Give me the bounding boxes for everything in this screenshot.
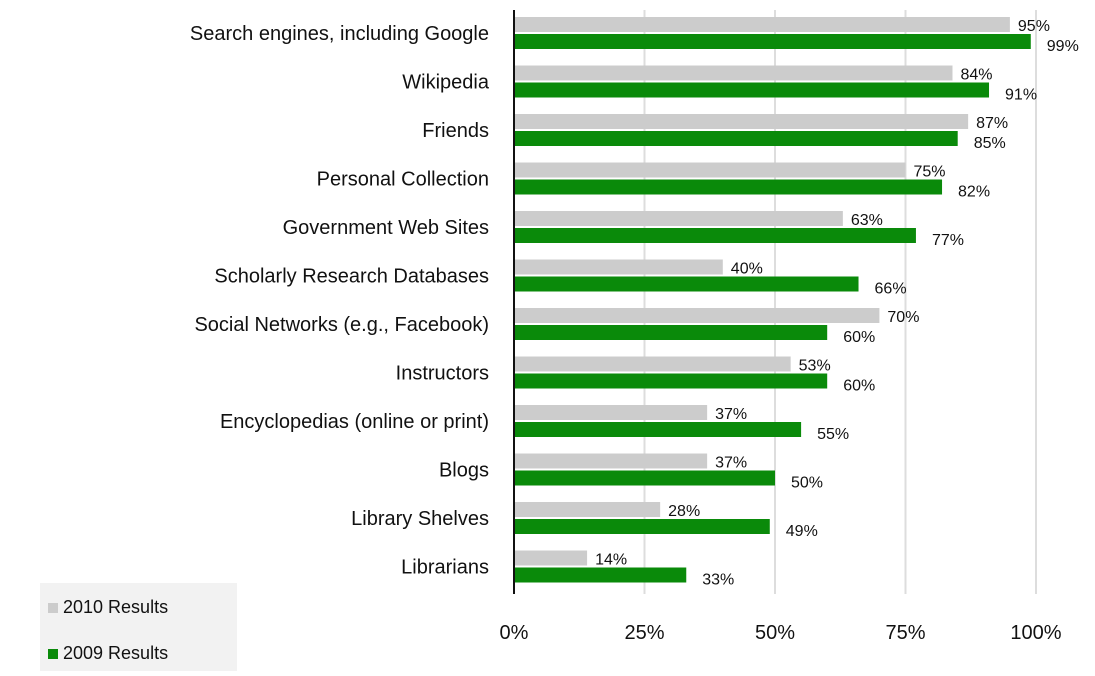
data-label-2010: 63% [851, 212, 883, 229]
category-label: Personal Collection [317, 169, 489, 191]
category-label: Encyclopedias (online or print) [220, 411, 489, 433]
bar-2010 [514, 65, 953, 81]
category-label: Instructors [396, 363, 489, 385]
bar-2009 [514, 131, 958, 146]
data-label-2010: 40% [731, 261, 763, 278]
bar-2010 [514, 502, 661, 517]
category-label: Social Networks (e.g., Facebook) [194, 314, 489, 336]
x-tick-label: 50% [755, 622, 795, 644]
x-tick-label: 25% [624, 622, 664, 644]
bar-2010 [514, 259, 723, 275]
data-label-2009: 82% [958, 184, 990, 201]
legend-swatch-2010 [48, 602, 58, 613]
bar-2010 [514, 356, 791, 372]
category-label: Search engines, including Google [190, 23, 489, 45]
legend-item-2009: 2009 Results [48, 643, 168, 664]
data-label-2010: 53% [799, 358, 831, 375]
bar-2010 [514, 162, 906, 178]
bar-2010 [514, 453, 708, 469]
bar-2010 [514, 550, 588, 566]
category-label: Wikipedia [402, 72, 490, 94]
category-label: Scholarly Research Databases [214, 266, 489, 288]
bar-2009 [514, 567, 687, 583]
data-label-2010: 28% [668, 503, 700, 520]
legend-label-2010: 2010 Results [63, 597, 169, 617]
bar-2009 [514, 373, 828, 389]
bar-2009 [514, 179, 943, 195]
legend-swatch-2009 [48, 648, 58, 659]
data-label-2010: 14% [595, 552, 627, 569]
category-label: Government Web Sites [283, 217, 489, 239]
data-label-2009: 33% [702, 572, 734, 589]
data-label-2010: 37% [715, 455, 747, 472]
x-tick-label: 0% [500, 622, 529, 644]
data-label-2010: 75% [914, 164, 946, 181]
data-label-2009: 66% [875, 281, 907, 298]
legend-item-2010: 2010 Results [48, 597, 168, 618]
data-label-2009: 49% [786, 523, 818, 540]
category-label: Blogs [439, 460, 489, 482]
category-label: Librarians [401, 557, 489, 579]
data-label-2009: 60% [843, 329, 875, 346]
bar-2009 [514, 470, 775, 486]
bar-2009 [514, 34, 1031, 49]
category-label: Friends [422, 120, 489, 142]
bar-2010 [514, 17, 1010, 32]
bar-2010 [514, 114, 969, 129]
legend: 2010 Results 2009 Results [40, 583, 237, 671]
bar-2009 [514, 276, 859, 292]
bar-2009 [514, 228, 916, 243]
bar-2009 [514, 519, 770, 534]
data-label-2009: 50% [791, 475, 823, 492]
legend-label-2009: 2009 Results [63, 643, 169, 663]
data-label-2009: 85% [974, 135, 1006, 152]
data-label-2010: 84% [960, 67, 992, 84]
bar-2010 [514, 211, 843, 226]
data-label-2009: 77% [932, 232, 964, 249]
bar-2009 [514, 422, 802, 437]
data-label-2010: 37% [715, 406, 747, 423]
data-label-2009: 99% [1047, 38, 1079, 55]
data-label-2009: 55% [817, 426, 849, 443]
bar-2009 [514, 325, 828, 340]
data-label-2010: 70% [887, 309, 919, 326]
data-label-2009: 91% [1005, 87, 1037, 104]
bar-2010 [514, 405, 708, 420]
x-tick-label: 75% [885, 622, 925, 644]
bar-2010 [514, 308, 880, 323]
category-label: Library Shelves [351, 508, 489, 530]
data-label-2010: 95% [1018, 18, 1050, 35]
data-label-2010: 87% [976, 115, 1008, 132]
x-tick-label: 100% [1010, 622, 1061, 644]
bar-2009 [514, 82, 990, 98]
data-label-2009: 60% [843, 378, 875, 395]
